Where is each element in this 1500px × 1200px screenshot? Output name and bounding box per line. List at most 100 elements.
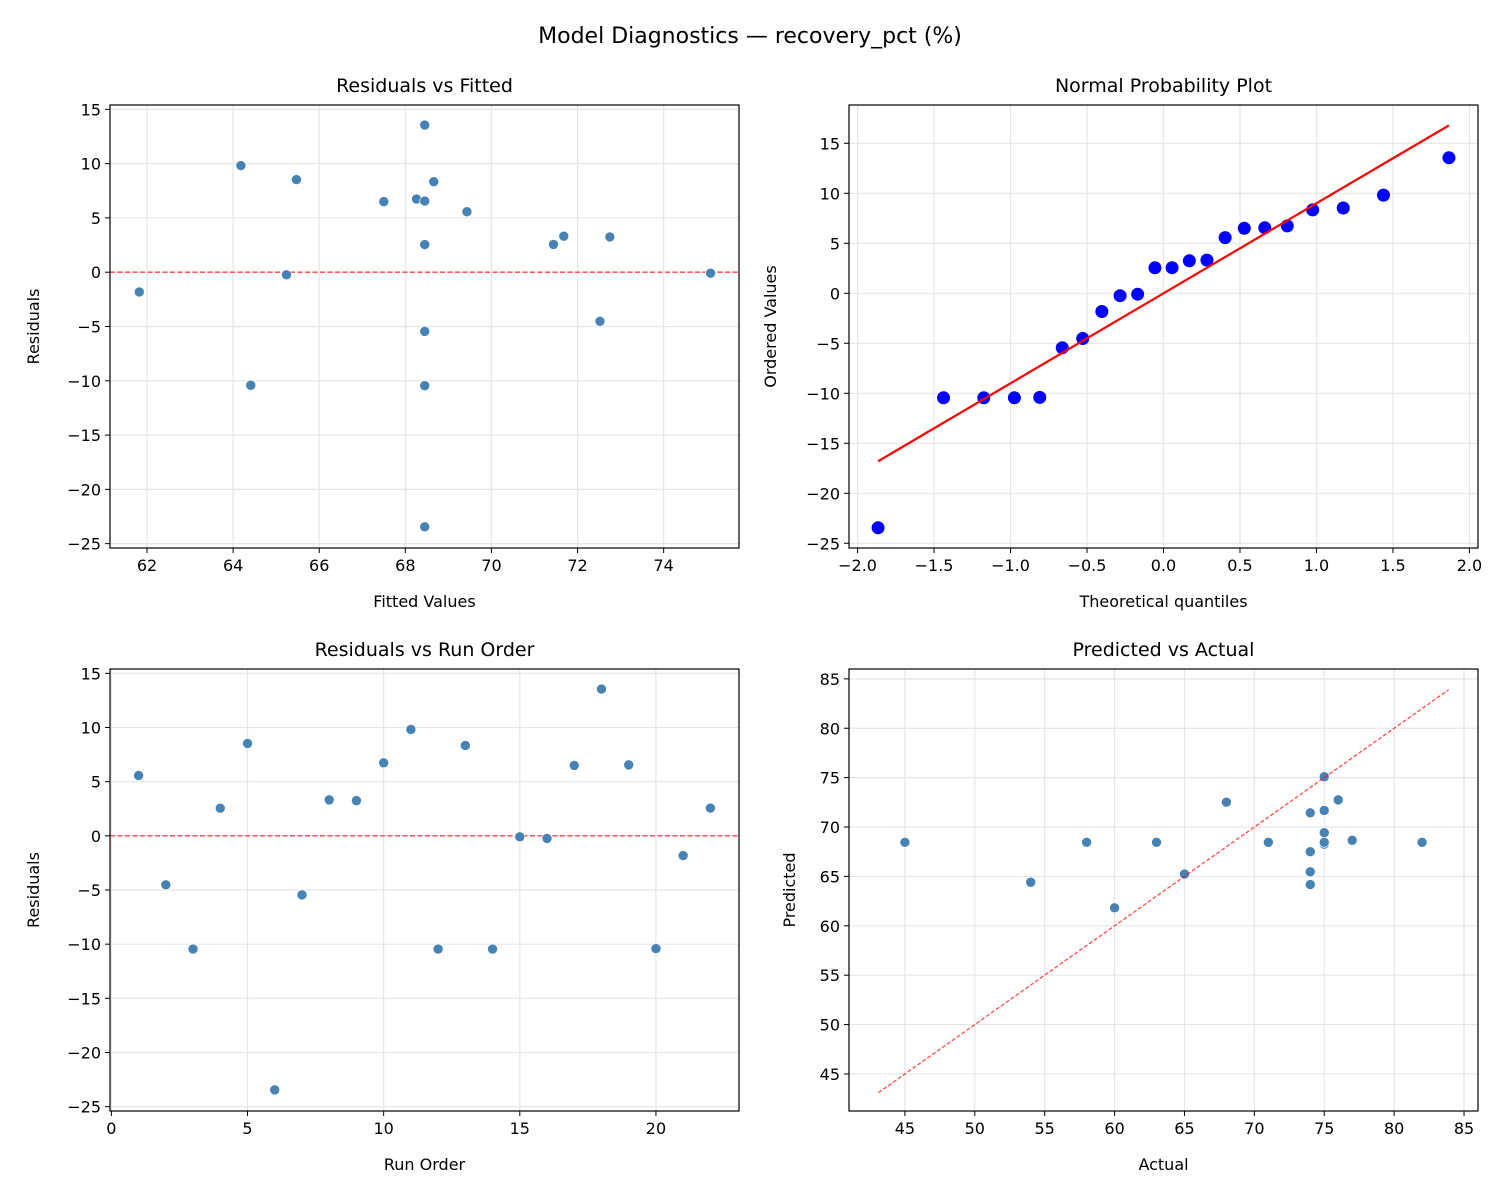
y-tick-label: −25	[67, 1098, 101, 1117]
y-tick-label: −10	[67, 372, 101, 391]
y-tick-label: 0	[91, 827, 101, 846]
scatter-point	[432, 943, 444, 955]
scatter-point	[594, 315, 606, 327]
data-points	[133, 683, 716, 1096]
x-tick-label: 72	[567, 556, 587, 575]
scatter-point	[1318, 837, 1330, 848]
y-tick-label: −25	[67, 535, 101, 554]
qq-point	[1033, 390, 1047, 404]
qq-point	[937, 391, 951, 405]
scatter-point	[541, 833, 553, 844]
axes-frame	[848, 668, 1479, 1112]
scatter-point	[133, 286, 145, 298]
x-tick-label: −1.0	[991, 556, 1030, 575]
x-tick-label: 80	[1384, 1119, 1404, 1138]
x-tick-label: 74	[653, 556, 673, 575]
y-tick-label: 15	[820, 134, 840, 153]
y-axis-label: Predicted	[780, 852, 799, 927]
scatter-point	[596, 683, 607, 695]
x-tick-label: 20	[646, 1119, 666, 1138]
x-axis-label: Fitted Values	[373, 592, 475, 611]
scatter-point	[419, 521, 431, 533]
scatter-point	[558, 230, 570, 242]
scatter-point	[1304, 866, 1316, 878]
x-tick-label: 65	[1174, 1119, 1194, 1138]
qq-point	[1182, 254, 1196, 268]
x-tick-label: 50	[965, 1119, 985, 1138]
y-tick-label: −20	[67, 1044, 101, 1063]
panel-title: Residuals vs Fitted	[336, 75, 513, 97]
y-tick-label: −15	[67, 426, 101, 445]
scatter-point	[1318, 805, 1330, 816]
y-tick-label: 10	[81, 155, 101, 174]
x-tick-label: −0.5	[1068, 556, 1107, 575]
x-tick-label: 10	[373, 1119, 393, 1138]
scatter-point	[1332, 794, 1344, 806]
scatter-point	[899, 837, 911, 848]
y-tick-label: 15	[81, 664, 101, 683]
scatter-point	[133, 770, 144, 781]
scatter-point	[351, 795, 362, 806]
scatter-point	[245, 379, 257, 391]
y-tick-label: −20	[806, 484, 840, 503]
y-tick-label: −5	[77, 881, 101, 900]
scatter-point	[291, 174, 302, 185]
x-tick-label: 0.0	[1151, 556, 1176, 575]
x-tick-label: 1.0	[1304, 556, 1329, 575]
scatter-point	[419, 119, 431, 131]
qq-point	[871, 521, 885, 535]
y-tick-label: 10	[820, 184, 840, 203]
scatter-point	[1346, 834, 1358, 846]
y-axis-label: Residuals	[24, 289, 43, 365]
y-tick-label: 5	[91, 209, 101, 228]
predicted-vs-actual-panel: Predicted vs Actual Actual Predicted 45 5…	[780, 639, 1479, 1174]
y-tick-label: 45	[820, 1065, 840, 1084]
y-tick-label: 75	[820, 769, 840, 788]
x-tick-label: 5	[242, 1119, 252, 1138]
qq-point	[1165, 261, 1179, 275]
scatter-point	[323, 794, 335, 806]
data-points	[133, 119, 716, 533]
scatter-point	[1109, 902, 1120, 914]
scatter-point	[419, 326, 431, 337]
scatter-point	[1263, 837, 1274, 848]
panel-title: Residuals vs Run Order	[315, 639, 535, 661]
scatter-point	[378, 757, 389, 769]
qq-point	[1131, 287, 1145, 301]
plot-content	[871, 124, 1456, 535]
plot-content	[110, 119, 739, 533]
scatter-point	[1221, 796, 1232, 808]
x-tick-label: 45	[895, 1119, 915, 1138]
y-tick-label: −15	[67, 989, 101, 1008]
y-tick-label: −5	[77, 318, 101, 337]
data-points	[899, 771, 1428, 914]
x-tick-label: 15	[510, 1119, 530, 1138]
scatter-point	[1179, 868, 1190, 880]
y-tick-label: 80	[820, 719, 840, 738]
qq-point	[1258, 221, 1272, 235]
x-tick-label: 64	[223, 556, 243, 575]
scatter-point	[419, 195, 431, 207]
y-tick-label: 0	[91, 263, 101, 282]
qq-point	[1376, 188, 1390, 202]
y-tick-label: 0	[830, 284, 840, 303]
scatter-point	[1416, 837, 1428, 848]
axes-frame	[109, 104, 740, 549]
qq-point	[1148, 261, 1162, 275]
qq-point	[1113, 289, 1127, 303]
axes-frame	[109, 668, 740, 1112]
scatter-point	[214, 802, 226, 814]
scatter-point	[242, 738, 253, 749]
y-tick-label: −5	[816, 334, 840, 353]
scatter-point	[705, 802, 716, 814]
y-tick-label: 70	[820, 818, 840, 837]
scatter-point	[461, 206, 473, 218]
scatter-point	[677, 850, 689, 861]
y-tick-label: 5	[91, 773, 101, 792]
x-axis-label: Run Order	[384, 1155, 466, 1174]
x-tick-label: 0	[106, 1119, 116, 1138]
scatter-point	[1151, 837, 1162, 848]
figure-title: Model Diagnostics — recovery_pct (%)	[538, 24, 962, 49]
x-tick-label: 75	[1314, 1119, 1334, 1138]
